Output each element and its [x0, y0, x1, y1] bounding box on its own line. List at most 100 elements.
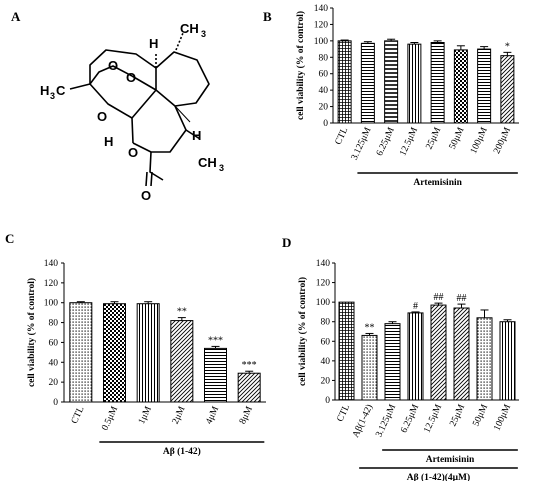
y-tick-label: 140 — [314, 4, 329, 14]
y-tick-label: 60 — [319, 70, 329, 80]
x-tick-label: 8μM — [238, 405, 255, 426]
y-tick-label: 120 — [314, 20, 329, 30]
x-tick-label: Aβ(1-42) — [350, 403, 375, 440]
bar — [360, 42, 375, 124]
y-tick-label: 0 — [325, 396, 330, 406]
y-tick-label: 60 — [49, 338, 59, 348]
x-tick-label: 3.125μM — [350, 126, 374, 162]
x-tick-label: 50μM — [448, 126, 467, 152]
group-label: Aβ (1-42) — [163, 446, 201, 457]
h3c-label-c: C — [56, 83, 66, 98]
x-tick-label: CTL — [336, 403, 353, 424]
panel-letter-a: A — [11, 9, 21, 24]
ch3-top-label: CH — [180, 21, 199, 36]
bar — [384, 323, 401, 401]
bar — [237, 372, 261, 403]
significance-marker: # — [413, 301, 418, 312]
significance-marker: ## — [434, 292, 444, 303]
bar — [430, 42, 445, 124]
bar — [384, 40, 399, 124]
h-right-label: H — [192, 128, 201, 143]
oxygen-label-1: O — [108, 58, 118, 73]
oxygen-label-4: O — [128, 145, 138, 160]
x-tick-label: CTL — [334, 126, 351, 147]
y-tick-label: 0 — [53, 398, 58, 408]
y-axis-label: cell viability (% of control) — [26, 278, 37, 387]
y-tick-label: 100 — [44, 299, 59, 309]
bar — [500, 55, 515, 124]
significance-marker: ** — [365, 322, 375, 333]
y-tick-label: 20 — [49, 378, 59, 388]
group-label: Artemisinin — [413, 178, 462, 188]
significance-marker: ** — [177, 307, 187, 318]
h3c-label-h: H — [40, 83, 49, 98]
y-tick-label: 140 — [44, 259, 59, 269]
x-tick-label: 100μM — [492, 403, 513, 433]
bar — [170, 320, 194, 403]
x-tick-label: 2μM — [171, 405, 188, 426]
bar — [204, 347, 227, 403]
bar — [499, 321, 516, 401]
bar — [69, 302, 93, 403]
group-label: Artemisinin — [426, 455, 475, 465]
bar — [103, 303, 126, 403]
x-tick-label: 12.5μM — [422, 403, 444, 435]
oxygen-label-3: O — [97, 109, 107, 124]
bar — [338, 301, 355, 401]
x-tick-label: 50μM — [471, 403, 490, 429]
chart-panel-c: 0 20 40 60 80 100 120 140 cell viability (% of c… — [26, 259, 266, 457]
y-tick-label: 100 — [314, 37, 329, 47]
bar — [453, 49, 468, 124]
group-label: Aβ (1-42)(4μM) — [407, 472, 470, 481]
y-tick-label: 40 — [319, 86, 329, 96]
y-tick-label: 120 — [44, 279, 59, 289]
x-tick-label: 25μM — [448, 403, 467, 429]
significance-marker: *** — [208, 335, 223, 346]
x-tick-label: 0.5μM — [100, 405, 120, 433]
bar — [407, 43, 422, 124]
y-tick-label: 60 — [321, 337, 331, 347]
oxygen-label-5: O — [141, 188, 151, 203]
bar — [407, 312, 424, 401]
x-tick-label: 6.25μM — [375, 126, 397, 158]
x-tick-label: 12.5μM — [398, 126, 420, 158]
oxygen-label-2: O — [126, 70, 136, 85]
y-axis-label: cell viability (% of control) — [295, 11, 306, 120]
y-tick-label: 0 — [323, 119, 328, 129]
y-tick-label: 40 — [321, 357, 331, 367]
significance-marker: * — [505, 41, 510, 52]
panel-letter-b: B — [263, 9, 272, 24]
x-tick-label: 200μM — [492, 126, 513, 156]
bar — [136, 303, 160, 403]
x-tick-label: 4μM — [204, 405, 221, 426]
panel-letter-d: D — [282, 235, 291, 250]
panel-letter-c: C — [5, 231, 14, 246]
h-top-label: H — [149, 36, 158, 51]
y-tick-label: 140 — [316, 259, 331, 269]
y-tick-label: 80 — [319, 53, 329, 63]
bar — [477, 48, 492, 124]
bar — [337, 40, 352, 124]
bar — [453, 307, 470, 401]
x-tick-label: 3.125μM — [374, 403, 398, 439]
y-axis-label: cell viability (% of control) — [297, 277, 308, 386]
bar — [430, 304, 447, 401]
ch3-bottom-subscript: 3 — [219, 163, 224, 173]
x-tick-label: CTL — [70, 405, 87, 426]
x-tick-label: 100μM — [469, 126, 490, 156]
molecule-labels: CH 3 H 3 C CH 3 H H H O O O O O — [40, 21, 224, 203]
chart-panel-b: 0 20 40 60 80 100 120 140 cell viability (% of c… — [295, 4, 519, 188]
significance-marker: *** — [242, 360, 257, 371]
ch3-top-subscript: 3 — [201, 29, 206, 39]
h3c-label-subscript: 3 — [50, 91, 55, 101]
bar — [476, 317, 493, 401]
y-tick-label: 20 — [319, 103, 329, 113]
y-tick-label: 40 — [49, 358, 59, 368]
y-tick-label: 80 — [49, 319, 59, 329]
significance-marker: ## — [457, 293, 467, 304]
y-tick-label: 80 — [321, 318, 331, 328]
x-tick-label: 25μM — [425, 126, 444, 152]
ch3-bottom-label: CH — [198, 155, 217, 170]
h-left-label: H — [104, 134, 113, 149]
